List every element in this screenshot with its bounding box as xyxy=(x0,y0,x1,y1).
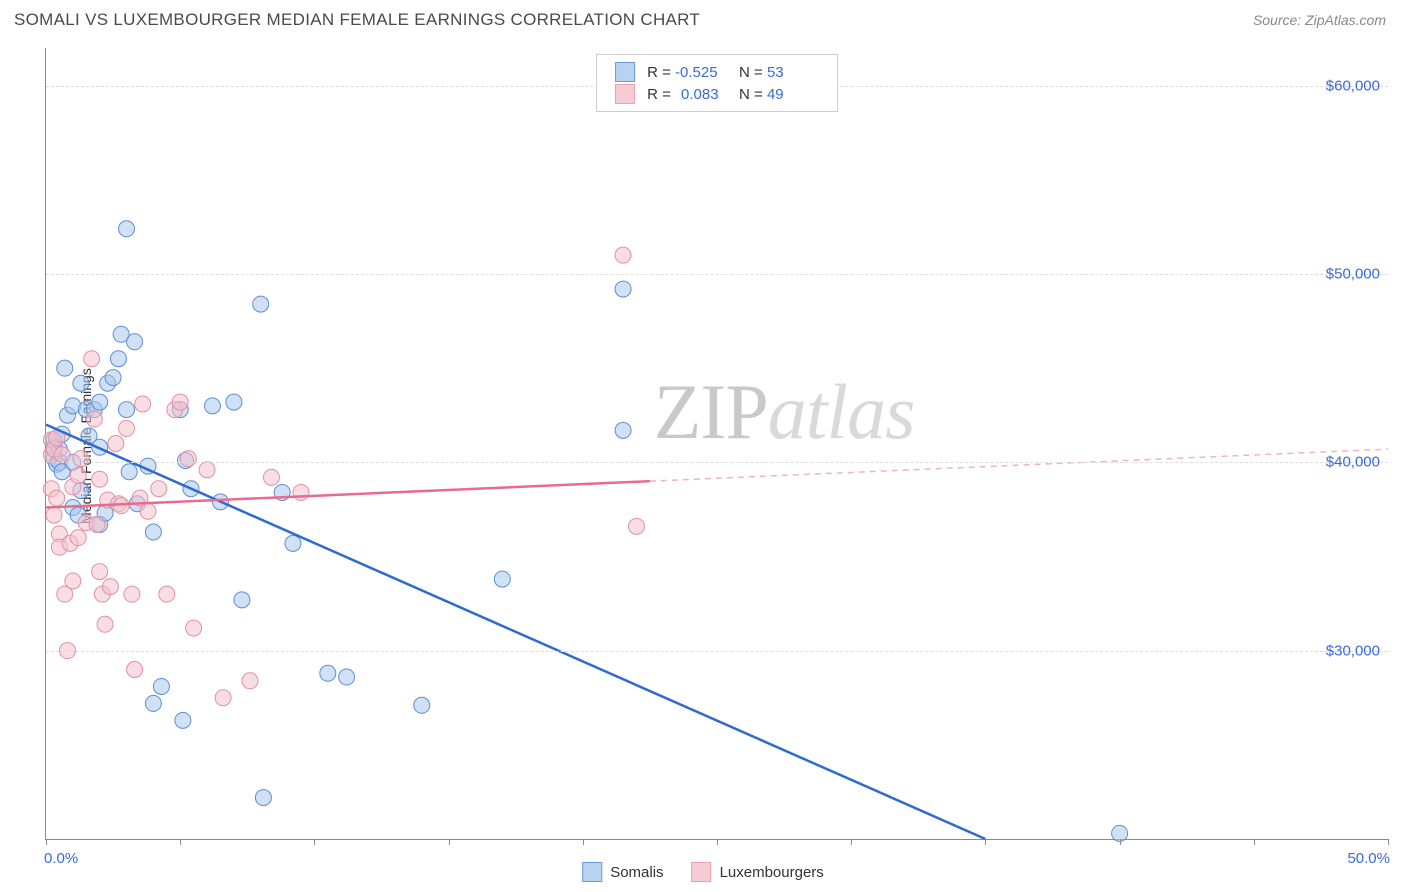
data-point xyxy=(135,396,151,412)
data-point xyxy=(119,420,135,436)
data-point xyxy=(102,579,118,595)
data-point xyxy=(159,586,175,602)
bottom-legend: Somalis Luxembourgers xyxy=(582,862,824,882)
chart-title: SOMALI VS LUXEMBOURGER MEDIAN FEMALE EAR… xyxy=(14,10,700,30)
data-point xyxy=(414,697,430,713)
data-point xyxy=(175,712,191,728)
n-value-series1: 53 xyxy=(767,64,819,81)
data-point xyxy=(70,468,86,484)
data-point xyxy=(65,573,81,589)
legend-item-series1: Somalis xyxy=(582,862,663,882)
y-tick-label: $40,000 xyxy=(1326,454,1380,471)
chart-plot-area: ZIPatlas R = -0.525 N = 53 R = 0.083 N =… xyxy=(45,48,1388,840)
data-point xyxy=(494,571,510,587)
data-point xyxy=(242,673,258,689)
data-point xyxy=(86,411,102,427)
legend-item-series2: Luxembourgers xyxy=(692,862,824,882)
data-point xyxy=(127,334,143,350)
data-point xyxy=(140,503,156,519)
data-point xyxy=(73,451,89,467)
data-point xyxy=(615,281,631,297)
data-point xyxy=(97,616,113,632)
data-point xyxy=(255,790,271,806)
data-point xyxy=(121,464,137,480)
data-point xyxy=(293,484,309,500)
data-point xyxy=(151,481,167,497)
data-point xyxy=(153,678,169,694)
swatch-series1 xyxy=(615,62,635,82)
data-point xyxy=(46,507,62,523)
data-point xyxy=(105,370,121,386)
data-point xyxy=(253,296,269,312)
data-point xyxy=(108,436,124,452)
data-point xyxy=(263,469,279,485)
data-point xyxy=(320,665,336,681)
n-value-series2: 49 xyxy=(767,86,819,103)
r-value-series2: 0.083 xyxy=(675,86,727,103)
y-tick-label: $30,000 xyxy=(1326,642,1380,659)
y-tick-label: $60,000 xyxy=(1326,77,1380,94)
legend-label-series2: Luxembourgers xyxy=(720,864,824,881)
data-point xyxy=(145,524,161,540)
data-point xyxy=(145,695,161,711)
y-tick-label: $50,000 xyxy=(1326,266,1380,283)
data-point xyxy=(172,394,188,410)
data-point xyxy=(54,447,70,463)
data-point xyxy=(73,375,89,391)
data-point xyxy=(92,471,108,487)
chart-header: SOMALI VS LUXEMBOURGER MEDIAN FEMALE EAR… xyxy=(0,0,1406,36)
data-point xyxy=(92,394,108,410)
data-point xyxy=(84,351,100,367)
data-point xyxy=(234,592,250,608)
stats-row-series2: R = 0.083 N = 49 xyxy=(615,84,819,104)
swatch-series2 xyxy=(615,84,635,104)
stats-row-series1: R = -0.525 N = 53 xyxy=(615,62,819,82)
data-point xyxy=(92,564,108,580)
legend-swatch-series2 xyxy=(692,862,712,882)
data-point xyxy=(615,247,631,263)
data-point xyxy=(57,360,73,376)
data-point xyxy=(615,422,631,438)
stats-legend-box: R = -0.525 N = 53 R = 0.083 N = 49 xyxy=(596,54,838,112)
data-point xyxy=(215,690,231,706)
data-point xyxy=(110,351,126,367)
data-point xyxy=(339,669,355,685)
r-value-series1: -0.525 xyxy=(675,64,727,81)
scatter-svg xyxy=(46,48,1388,839)
data-point xyxy=(127,662,143,678)
data-point xyxy=(119,221,135,237)
data-point xyxy=(628,518,644,534)
data-point xyxy=(186,620,202,636)
legend-swatch-series1 xyxy=(582,862,602,882)
data-point xyxy=(226,394,242,410)
chart-source: Source: ZipAtlas.com xyxy=(1253,12,1386,28)
x-axis-min-label: 0.0% xyxy=(44,850,78,867)
data-point xyxy=(180,451,196,467)
data-point xyxy=(70,530,86,546)
data-point xyxy=(124,586,140,602)
data-point xyxy=(89,516,105,532)
data-point xyxy=(204,398,220,414)
data-point xyxy=(199,462,215,478)
trend-line-series2-dash xyxy=(650,449,1388,481)
data-point xyxy=(119,402,135,418)
x-axis-max-label: 50.0% xyxy=(1347,850,1390,867)
legend-label-series1: Somalis xyxy=(610,864,663,881)
data-point xyxy=(285,535,301,551)
data-point xyxy=(49,490,65,506)
